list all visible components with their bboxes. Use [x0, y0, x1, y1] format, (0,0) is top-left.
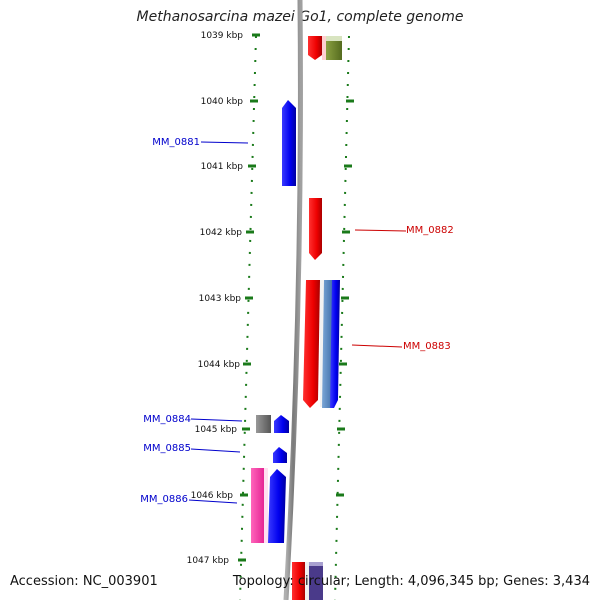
tick-label: 1041 kbp [201, 162, 244, 172]
gene-label-mm0881: MM_0881 [152, 137, 200, 148]
tick-label: 1045 kbp [195, 425, 238, 435]
gene-label-mm0882: MM_0882 [406, 225, 454, 236]
callout-line-mm0885 [190, 448, 241, 453]
tick-label: 1042 kbp [200, 228, 243, 238]
gene-block-plus [309, 562, 323, 600]
tick-label: 1046 kbp [191, 491, 234, 501]
gene-block-minus-mm0884 [256, 415, 271, 433]
gene-label-mm0883: MM_0883 [403, 341, 451, 352]
tick-label: 1044 kbp [198, 360, 241, 370]
gene-block-plus [309, 562, 323, 566]
tick-marks-left [238, 33, 260, 562]
tick-label: 1043 kbp [199, 294, 242, 304]
tick-label: 1039 kbp [201, 31, 244, 41]
genome-backbone [283, 0, 303, 600]
tick-label: 1047 kbp [187, 556, 230, 566]
gene-block-minus-mm0886 [251, 468, 268, 543]
accession-text: Accession: NC_003901 [10, 574, 158, 589]
callout-line-mm0881 [200, 141, 249, 144]
gene-arrow-plus-mm0883 [303, 280, 320, 408]
gene-arrow-plus-mm0883c [330, 280, 340, 408]
gene-arrow-minus-mm0884b [274, 415, 289, 433]
gene-block-plus [322, 36, 327, 60]
gene-label-mm0886: MM_0886 [140, 494, 188, 505]
topology-text: Topology: circular; Length: 4,096,345 bp… [232, 574, 590, 589]
gene-block-plus [326, 36, 342, 60]
gene-arrow-plus-mm0882 [309, 198, 322, 260]
gene-arrow-minus-mm0886b [268, 469, 286, 543]
gene-arrow-plus [308, 36, 322, 60]
gene-block-plus [326, 36, 342, 41]
tick-marks-right [336, 99, 354, 497]
gene-label-mm0885: MM_0885 [143, 443, 191, 454]
callout-line-mm0884 [190, 418, 243, 422]
callout-line-mm0883 [351, 344, 403, 348]
callout-line-mm0882 [354, 229, 407, 232]
gene-block-plus-mm0883 [320, 280, 324, 407]
gene-block-plus [305, 562, 309, 600]
gene-label-mm0884: MM_0884 [143, 414, 191, 425]
gene-arrow-minus-mm0881 [282, 100, 296, 186]
gene-arrow-minus-mm0885 [273, 447, 287, 463]
callout-line-mm0886 [188, 499, 238, 504]
gene-block-minus-mm0886 [264, 468, 268, 543]
gene-block-plus [292, 562, 305, 600]
tick-label: 1040 kbp [201, 97, 244, 107]
